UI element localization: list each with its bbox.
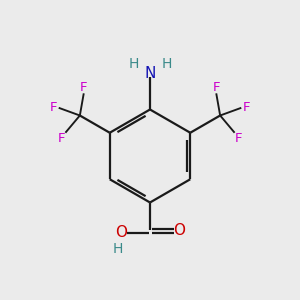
- Text: O: O: [173, 223, 185, 238]
- Text: F: F: [243, 101, 250, 114]
- Text: F: F: [58, 132, 65, 145]
- Text: N: N: [144, 66, 156, 81]
- Text: H: H: [161, 57, 172, 70]
- Text: H: H: [113, 242, 123, 256]
- Text: H: H: [128, 57, 139, 70]
- Text: F: F: [212, 81, 220, 94]
- Text: F: F: [235, 132, 242, 145]
- Text: O: O: [116, 225, 128, 240]
- Text: F: F: [80, 81, 88, 94]
- Text: F: F: [50, 101, 57, 114]
